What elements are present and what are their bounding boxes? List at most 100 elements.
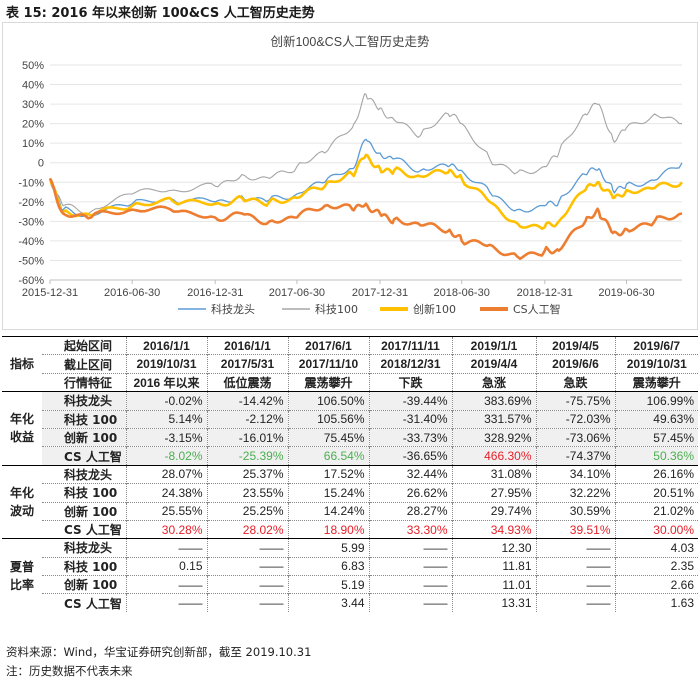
header-cell: 震荡攀升 [614, 372, 698, 392]
value-cell: 25.55% [125, 501, 207, 521]
chart-title: 创新100&CS人工智历史走势 [270, 34, 430, 49]
header-cell: 急涨 [451, 372, 536, 392]
value-cell: —— [535, 575, 615, 594]
figure-caption: 表 15: 2016 年以来创新 100&CS 人工智历史走势 [6, 6, 315, 21]
header-cell: 2019/10/31 [125, 354, 207, 374]
y-tick-label: -60% [18, 275, 44, 287]
legend-label: 创新100 [413, 302, 456, 316]
index-name: 科技 100 [42, 556, 126, 576]
table-header-row: 指标 起始区间 2016/1/1 2016/1/1 2017/6/1 2017/11/11… [2, 335, 698, 392]
index-name: 创新 100 [42, 427, 126, 447]
x-tick-label: 2018-12-31 [517, 287, 573, 299]
value-cell: -25.39% [206, 446, 288, 466]
value-cell: -73.06% [535, 427, 615, 447]
index-name: 科技龙头 [42, 538, 126, 558]
table-row: 夏普 比率 科技龙头 —— —— 5.99 —— 12.30 —— 4.03 [2, 538, 698, 612]
table-row: 科技 100 24.38% 23.55% 15.24% 26.62% 27.95% 32.2… [2, 483, 698, 503]
value-cell: 29.74% [451, 501, 536, 521]
value-cell: 32.22% [535, 483, 615, 503]
value-cell: 1.63 [614, 593, 698, 612]
value-cell: —— [368, 575, 452, 594]
value-cell: 6.83 [287, 556, 369, 576]
value-cell: 25.25% [206, 501, 288, 521]
value-cell: —— [206, 575, 288, 594]
value-cell: 39.51% [535, 519, 615, 539]
value-cell: 11.01 [451, 575, 536, 594]
y-tick-label: -30% [18, 216, 44, 228]
legend-label: CS人工智 [513, 302, 561, 316]
metric-group-label: 夏普 比率 [2, 538, 42, 612]
metric-group-label-top: 年化 [9, 486, 34, 501]
value-cell: 13.31 [451, 593, 536, 612]
source-note: 资料来源：Wind，华宝证券研究创新部，截至 2019.10.31 [6, 645, 312, 659]
table-row: 创新 100 25.55% 25.25% 14.24% 28.27% 29.74% 30.5… [2, 501, 698, 521]
value-cell: 2.35 [614, 556, 698, 576]
value-cell: 11.81 [451, 556, 536, 576]
value-cell: —— [368, 538, 452, 558]
y-tick-label: -20% [18, 197, 44, 209]
value-cell: 328.92% [451, 427, 536, 447]
value-cell: 50.36% [614, 446, 698, 466]
y-tick-label: 30% [22, 99, 44, 111]
value-cell: 106.99% [614, 391, 698, 411]
series-line [48, 153, 683, 230]
value-cell: -72.03% [535, 409, 615, 429]
legend-label: 科技100 [315, 302, 358, 316]
value-cell: —— [206, 538, 288, 558]
metric-group-label: 年化 收益 [2, 391, 42, 466]
header-cell: 2017/5/31 [206, 354, 288, 374]
header-cell: 2018/12/31 [368, 354, 452, 374]
y-tick-label: 0 [38, 158, 44, 170]
x-tick-label: 2015-12-31 [22, 287, 78, 299]
value-cell: 34.10% [535, 464, 615, 484]
header-row-label: 起始区间 [42, 335, 126, 355]
value-cell: -16.01% [206, 427, 288, 447]
x-tick-label: 2016-12-31 [187, 287, 243, 299]
value-cell: -3.15% [125, 427, 207, 447]
value-cell: —— [125, 593, 207, 612]
value-cell: 0.15 [125, 556, 207, 576]
line-chart: 创新100&CS人工智历史走势 50% 40% 30% 20% 10% 0 -10% -20%… [2, 22, 698, 330]
legend-label: 科技龙头 [211, 302, 255, 316]
x-tick-label: 2019-06-30 [598, 287, 654, 299]
chart-svg: 创新100&CS人工智历史走势 50% 40% 30% 20% 10% 0 -10% -20%… [2, 22, 698, 330]
series-line [49, 93, 682, 215]
metric-group-label-bottom: 收益 [9, 430, 34, 445]
x-tick-label: 2016-06-30 [104, 287, 160, 299]
value-cell: 105.56% [287, 409, 369, 429]
y-tick-label: -40% [18, 236, 44, 248]
value-cell: 30.00% [614, 519, 698, 539]
value-cell: 75.45% [287, 427, 369, 447]
metric-group-label: 年化 波动 [2, 464, 42, 539]
performance-table: 指标 起始区间 2016/1/1 2016/1/1 2017/6/1 2017/11/11… [2, 335, 698, 612]
metric-group-label-bottom: 波动 [9, 504, 34, 519]
y-tick-label: 20% [22, 119, 44, 131]
table-row: 科技 100 5.14% -2.12% 105.56% -31.40% 331.57% -7… [2, 409, 698, 429]
indicator-group-label: 指标 [2, 335, 42, 392]
value-cell: 25.37% [206, 464, 288, 484]
value-cell: -39.44% [368, 391, 452, 411]
value-cell: 18.90% [287, 519, 369, 539]
index-name: 科技 100 [42, 483, 126, 503]
value-cell: 466.30% [451, 446, 536, 466]
series-line [48, 177, 683, 260]
value-cell: —— [368, 593, 452, 612]
index-name: 科技龙头 [42, 464, 126, 484]
table-row: 年化 波动 科技龙头 28.07% 25.37% 17.52% 32.44% 31.08% 34… [2, 464, 698, 539]
value-cell: 32.44% [368, 464, 452, 484]
value-cell: -0.02% [125, 391, 207, 411]
table-header-row: 行情特征 2016 年以来 低位震荡 震荡攀升 下跌 急涨 急跌 震荡攀升 [2, 372, 698, 392]
header-cell: 下跌 [368, 372, 452, 392]
table-header-row: 截止区间 2019/10/31 2017/5/31 2017/11/10 2018/12… [2, 354, 698, 374]
table-row: CS 人工智 -8.02% -25.39% 66.54% -36.65% 466.30% -… [2, 446, 698, 466]
header-cell: 2017/6/1 [287, 335, 369, 355]
value-cell: -74.37% [535, 446, 615, 466]
header-cell: 2017/11/10 [287, 354, 369, 374]
value-cell: -36.65% [368, 446, 452, 466]
index-name: CS 人工智 [42, 446, 126, 466]
metric-group-label-bottom: 比率 [9, 577, 34, 592]
value-cell: —— [125, 538, 207, 558]
value-cell: 4.03 [614, 538, 698, 558]
value-cell: 106.50% [287, 391, 369, 411]
value-cell: 26.16% [614, 464, 698, 484]
